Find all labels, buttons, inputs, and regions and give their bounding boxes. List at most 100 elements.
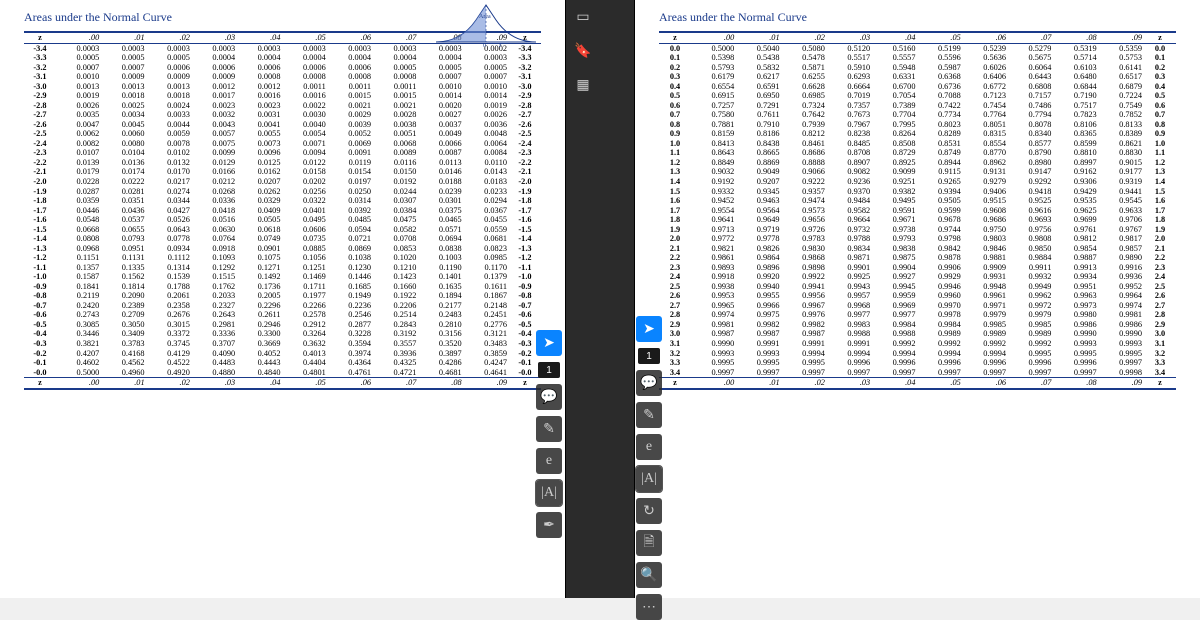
value-cell: 0.2296 [237,301,282,311]
value-cell: 0.0228 [56,177,101,187]
z-cell: -1.1 [24,263,56,273]
value-cell: 0.9911 [1008,263,1053,273]
bookmark-icon[interactable]: 🔖 [570,38,596,64]
value-cell: 0.5239 [963,43,1008,53]
value-cell: 0.0005 [373,63,418,73]
value-cell: 0.0003 [147,43,192,53]
page-number[interactable]: 1 [638,348,660,364]
value-cell: 0.0384 [373,206,418,216]
value-cell: 0.9756 [1008,225,1053,235]
value-cell: 0.9998 [1099,368,1144,378]
pen-icon[interactable]: ✎ [536,416,562,442]
value-cell: 0.5478 [782,53,827,63]
value-cell: 0.9963 [1053,291,1098,301]
value-cell: 0.1314 [147,263,192,273]
value-cell: 0.0475 [373,215,418,225]
value-cell: 0.9979 [963,310,1008,320]
value-cell: 0.9871 [827,253,872,263]
sign-icon[interactable]: ✒ [536,512,562,538]
right-document-pane: Areas under the Normal Curve z.00.01.02.… [634,0,1200,598]
value-cell: 0.0125 [237,158,282,168]
value-cell: 0.5359 [1099,43,1144,53]
value-cell: 0.6879 [1099,82,1144,92]
value-cell: 0.0418 [192,206,237,216]
z-cell: -1.0 [509,272,541,282]
value-cell: 0.9599 [917,206,962,216]
z-cell: -1.5 [24,225,56,235]
value-cell: 0.8186 [736,129,781,139]
value-cell: 0.3336 [192,329,237,339]
refresh-icon[interactable]: ↻ [636,498,662,524]
value-cell: 0.0045 [101,120,146,130]
value-cell: 0.9978 [917,310,962,320]
value-cell: 0.6554 [691,82,736,92]
value-cell: 0.8508 [872,139,917,149]
value-cell: 0.0166 [192,167,237,177]
value-cell: 0.4129 [147,349,192,359]
cursor-icon[interactable]: ➤ [636,316,662,342]
value-cell: 0.8289 [917,129,962,139]
value-cell: 0.5438 [736,53,781,63]
value-cell: 0.9995 [1099,349,1144,359]
value-cell: 0.2578 [282,310,327,320]
value-cell: 0.1515 [192,272,237,282]
zoom-icon[interactable]: 🔍 [636,562,662,588]
value-cell: 0.5398 [691,53,736,63]
value-cell: 0.0250 [328,187,373,197]
value-cell: 0.0019 [56,91,101,101]
value-cell: 0.0094 [282,148,327,158]
value-cell: 0.0003 [282,43,327,53]
table-row: -2.80.00260.00250.00240.00230.00230.0022… [24,101,541,111]
link-icon[interactable]: e [536,448,562,474]
z-cell: 1.4 [659,177,691,187]
value-cell: 0.8365 [1053,129,1098,139]
value-cell: 0.9881 [963,253,1008,263]
value-cell: 0.6950 [736,91,781,101]
value-cell: 0.9918 [691,272,736,282]
chat-icon[interactable]: 💬 [536,384,562,410]
value-cell: 0.0853 [373,244,418,254]
page-number[interactable]: 1 [538,362,560,378]
value-cell: 0.0003 [373,43,418,53]
value-cell: 0.8962 [963,158,1008,168]
value-cell: 0.4641 [464,368,509,378]
value-cell: 0.7549 [1099,101,1144,111]
value-cell: 0.5517 [827,53,872,63]
value-cell: 0.9633 [1099,206,1144,216]
value-cell: 0.8810 [1053,148,1098,158]
value-cell: 0.6736 [917,82,962,92]
value-cell: 0.9049 [736,167,781,177]
cursor-icon[interactable]: ➤ [536,330,562,356]
panel-icon[interactable]: ▭ [570,4,596,30]
pen-icon[interactable]: ✎ [636,402,662,428]
value-cell: 0.4364 [328,358,373,368]
text-icon[interactable]: |A| [536,480,562,506]
value-cell: 0.0336 [192,196,237,206]
chat-icon[interactable]: 💬 [636,370,662,396]
right-float-toolbar: ➤1💬✎e|A|↻🗎🔍⋯ [636,316,662,620]
table-row: -1.10.13570.13350.13140.12920.12710.1251… [24,263,541,273]
value-cell: 0.0006 [282,63,327,73]
value-cell: 0.0011 [282,82,327,92]
value-cell: 0.9750 [963,225,1008,235]
value-cell: 0.9934 [1053,272,1098,282]
value-cell: 0.9803 [963,234,1008,244]
value-cell: 0.1762 [192,282,237,292]
value-cell: 0.9992 [872,339,917,349]
text-icon[interactable]: |A| [636,466,662,492]
link-icon[interactable]: e [636,434,662,460]
value-cell: 0.1003 [418,253,463,263]
value-cell: 0.7611 [736,110,781,120]
value-cell: 0.5948 [872,63,917,73]
value-cell: 0.9591 [872,206,917,216]
value-cell: 0.0244 [373,187,418,197]
z-cell: 2.0 [1144,234,1176,244]
value-cell: 0.0179 [56,167,101,177]
value-cell: 0.7088 [917,91,962,101]
doc-icon[interactable]: 🗎 [636,530,662,556]
value-cell: 0.9812 [1053,234,1098,244]
value-cell: 0.9306 [1053,177,1098,187]
svg-text:z: z [498,43,502,48]
thumbnails-icon[interactable]: ▦ [570,72,596,98]
value-cell: 0.1292 [192,263,237,273]
